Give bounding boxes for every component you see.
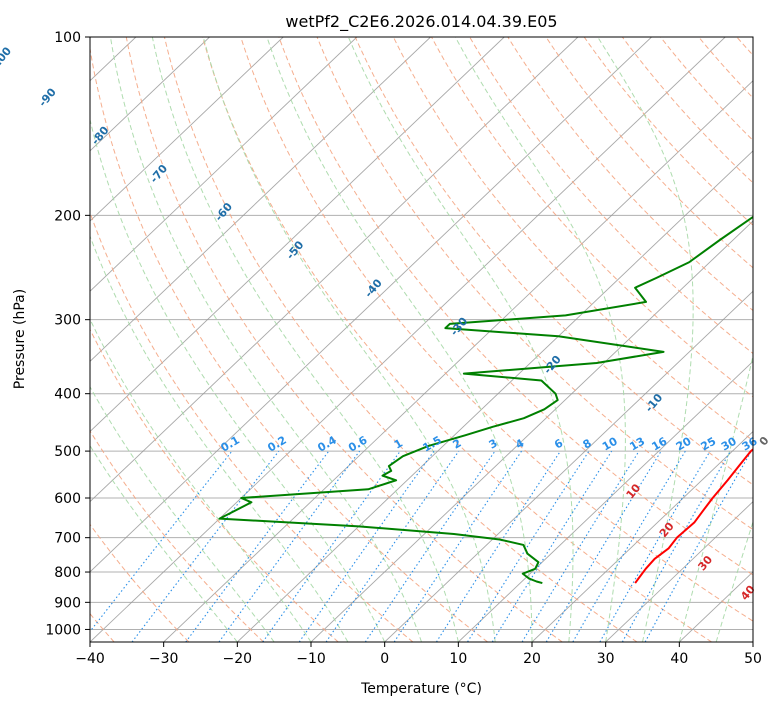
x-axis-label: Temperature (°C) bbox=[360, 681, 482, 697]
dry-adiabat-line bbox=[545, 37, 753, 269]
dry-adiabat-line bbox=[90, 211, 414, 642]
mixing-ratio-line bbox=[644, 450, 752, 642]
dry-adiabat-line bbox=[90, 45, 488, 642]
y-tick-label: 600 bbox=[54, 491, 81, 507]
chart-title: wetPf2_C2E6.2026.014.04.39.E05 bbox=[285, 12, 557, 32]
dry-adiabat-line bbox=[660, 37, 753, 142]
isotherm-line bbox=[90, 37, 284, 222]
dry-adiabat-line bbox=[202, 37, 712, 642]
y-tick-label: 100 bbox=[54, 30, 81, 46]
temperature-profile-line bbox=[634, 448, 753, 584]
moist-adiabat-line bbox=[202, 37, 496, 642]
mixing-ratio-line bbox=[90, 450, 233, 633]
dry-adiabat-line bbox=[90, 429, 264, 642]
y-tick-label: 400 bbox=[54, 387, 81, 403]
mixing-ratio-line bbox=[435, 450, 561, 642]
isotherm-line bbox=[90, 37, 358, 292]
isotherm-line bbox=[90, 37, 505, 433]
x-tick-label: −30 bbox=[149, 651, 179, 667]
moist-adiabat-line bbox=[715, 520, 753, 642]
x-tick-label: −10 bbox=[296, 651, 326, 667]
isotherm-line bbox=[384, 290, 753, 642]
y-axis-label: Pressure (hPa) bbox=[12, 289, 28, 389]
x-tick-label: 30 bbox=[597, 651, 615, 667]
isotherm-line bbox=[531, 430, 753, 642]
y-tick-label: 700 bbox=[54, 531, 81, 547]
x-tick-label: 50 bbox=[744, 651, 762, 667]
moist-adiabat-line bbox=[266, 37, 533, 642]
isotherm-line bbox=[90, 37, 579, 503]
mixing-ratio-line bbox=[131, 450, 280, 642]
moist-adiabat-line bbox=[90, 318, 312, 642]
y-tick-label: 200 bbox=[54, 208, 81, 224]
moist-adiabat-line bbox=[90, 234, 349, 642]
isotherm-line bbox=[90, 37, 652, 573]
dry-adiabat-line bbox=[163, 37, 638, 642]
dry-adiabat-line bbox=[125, 37, 563, 642]
isotherm-line bbox=[237, 150, 753, 642]
dry-adiabat-line bbox=[431, 37, 753, 398]
mixing-ratio-line bbox=[599, 450, 711, 642]
y-tick-label: 900 bbox=[54, 595, 81, 611]
moist-adiabat-line bbox=[597, 37, 694, 642]
dry-adiabat-line bbox=[583, 37, 753, 226]
mixing-ratio-line bbox=[467, 450, 590, 642]
mixing-ratio-line bbox=[262, 450, 401, 642]
mixing-ratio-line bbox=[521, 450, 640, 642]
y-tick-label: 300 bbox=[54, 313, 81, 329]
dry-adiabat-line bbox=[240, 37, 753, 622]
isotherm-line bbox=[90, 37, 210, 152]
dry-adiabat-line bbox=[469, 37, 753, 355]
x-tick-label: −40 bbox=[75, 651, 105, 667]
plot-frame bbox=[89, 36, 754, 643]
dry-adiabat-line bbox=[90, 523, 190, 642]
y-tick-label: 800 bbox=[54, 565, 81, 581]
dry-adiabat-line bbox=[392, 37, 753, 442]
y-tick-label: 500 bbox=[54, 444, 81, 460]
dry-adiabat-line bbox=[278, 37, 753, 576]
isotherm-line bbox=[458, 360, 753, 642]
isotherm-line bbox=[90, 37, 726, 642]
mixing-ratio-line bbox=[545, 450, 662, 642]
mixing-ratio-line bbox=[572, 450, 686, 642]
isotherm-line bbox=[310, 220, 753, 642]
x-tick-label: 10 bbox=[449, 651, 467, 667]
isotherm-line bbox=[163, 80, 753, 642]
moist-adiabat-line bbox=[90, 117, 386, 642]
moist-adiabat-line bbox=[90, 385, 275, 642]
x-tick-label: 0 bbox=[380, 651, 389, 667]
mixing-ratio-line bbox=[298, 450, 435, 642]
moist-adiabat-line bbox=[109, 37, 422, 642]
axes: −40 −30 −20 −10 0 10 20 30 40 50 100 200 300 400 500 60… bbox=[45, 30, 762, 667]
dry-adiabat-line bbox=[316, 37, 753, 531]
moist-adiabat-line bbox=[678, 353, 753, 642]
dewpoint-profile-line bbox=[218, 215, 753, 585]
moist-adiabat-line bbox=[151, 37, 459, 642]
isotherm-line bbox=[605, 501, 753, 642]
mixing-ratio-line bbox=[364, 450, 496, 642]
mixing-ratio-line bbox=[491, 450, 613, 642]
moist-adiabat-line bbox=[90, 444, 238, 642]
y-tick-label: 1000 bbox=[45, 622, 81, 638]
moist-adiabat-line bbox=[347, 37, 574, 642]
x-tick-label: 40 bbox=[670, 651, 688, 667]
x-tick-label: 20 bbox=[523, 651, 541, 667]
x-tick-label: −20 bbox=[223, 651, 253, 667]
mixing-ratio-line bbox=[218, 450, 361, 642]
isotherm-line bbox=[90, 37, 431, 362]
moist-adiabat-line bbox=[454, 37, 626, 642]
plot-area bbox=[90, 37, 753, 642]
mixing-ratio-line bbox=[621, 450, 732, 642]
